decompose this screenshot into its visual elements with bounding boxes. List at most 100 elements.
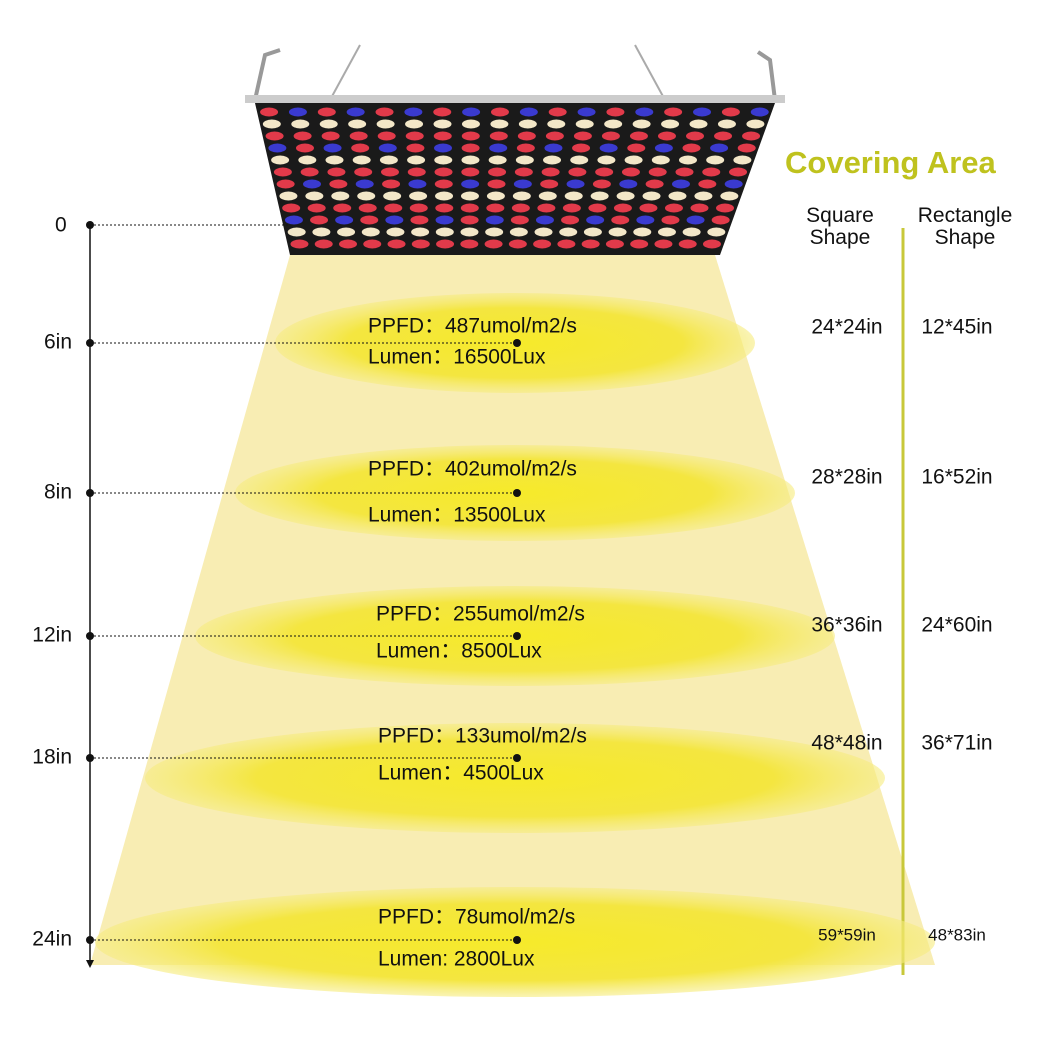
axis-arrow — [86, 960, 94, 968]
led — [750, 107, 769, 117]
led — [711, 215, 730, 225]
height-label: 8in — [44, 481, 72, 504]
led — [295, 143, 314, 153]
led — [517, 131, 536, 141]
led — [307, 203, 326, 213]
led — [509, 227, 528, 237]
led — [348, 119, 367, 129]
led — [377, 131, 396, 141]
led — [534, 227, 553, 237]
lumen-label: Lumen：4500Lux — [378, 762, 544, 785]
led — [737, 143, 756, 153]
led — [671, 179, 690, 189]
led — [276, 179, 295, 189]
led — [284, 215, 303, 225]
led — [661, 119, 680, 129]
led — [300, 167, 319, 177]
led — [460, 203, 479, 213]
led — [287, 227, 306, 237]
led — [746, 119, 765, 129]
led — [720, 191, 739, 201]
led — [630, 239, 649, 249]
led — [385, 215, 404, 225]
led — [518, 119, 537, 129]
led — [581, 239, 600, 249]
led — [516, 143, 535, 153]
led — [407, 155, 426, 165]
center-dot — [513, 339, 521, 347]
led — [577, 107, 596, 117]
title: Covering Area — [785, 145, 997, 180]
led — [678, 239, 697, 249]
center-dot — [513, 754, 521, 762]
led — [352, 155, 371, 165]
axis-dot — [86, 632, 94, 640]
led — [382, 179, 401, 189]
led — [282, 203, 301, 213]
led — [636, 215, 655, 225]
led — [564, 191, 583, 201]
led — [613, 203, 632, 213]
led — [538, 191, 557, 201]
led — [436, 239, 455, 249]
led — [597, 155, 616, 165]
led — [384, 203, 403, 213]
led — [404, 107, 423, 117]
led — [682, 227, 701, 237]
led — [714, 131, 733, 141]
led — [689, 119, 708, 129]
height-label: 24in — [32, 928, 72, 951]
led — [570, 155, 589, 165]
led — [363, 239, 382, 249]
led — [657, 131, 676, 141]
ppfd-label: PPFD：78umol/m2/s — [378, 906, 575, 929]
column-header: Square Shape — [806, 204, 874, 249]
led — [611, 215, 630, 225]
led — [561, 215, 580, 225]
led — [314, 239, 333, 249]
led — [383, 191, 402, 201]
ppfd-label: PPFD：133umol/m2/s — [378, 725, 587, 748]
led — [678, 155, 697, 165]
led — [717, 119, 736, 129]
square-size: 24*24in — [811, 316, 882, 339]
led — [547, 119, 566, 129]
led — [566, 179, 585, 189]
led — [490, 119, 509, 129]
led — [706, 155, 725, 165]
led — [535, 215, 554, 225]
center-dot — [513, 489, 521, 497]
led — [460, 239, 479, 249]
led — [508, 239, 527, 249]
led — [312, 227, 331, 237]
lumen-label: Lumen: 2800Lux — [378, 948, 535, 971]
led — [486, 191, 505, 201]
square-size: 36*36in — [811, 614, 882, 637]
led — [361, 227, 380, 237]
led — [519, 107, 538, 117]
led — [661, 215, 680, 225]
led — [510, 215, 529, 225]
led — [635, 107, 654, 117]
led — [694, 191, 713, 201]
led — [485, 215, 504, 225]
led — [461, 143, 480, 153]
led — [434, 179, 453, 189]
led — [375, 107, 394, 117]
led — [489, 131, 508, 141]
led — [260, 107, 279, 117]
axis-dot — [86, 754, 94, 762]
led — [333, 203, 352, 213]
led — [310, 215, 329, 225]
led — [648, 167, 667, 177]
led — [514, 167, 533, 177]
led — [606, 107, 625, 117]
led — [337, 227, 356, 237]
led — [298, 155, 317, 165]
led — [273, 167, 292, 177]
led — [358, 203, 377, 213]
led — [319, 119, 338, 129]
led — [435, 227, 454, 237]
height-label: 18in — [32, 746, 72, 769]
